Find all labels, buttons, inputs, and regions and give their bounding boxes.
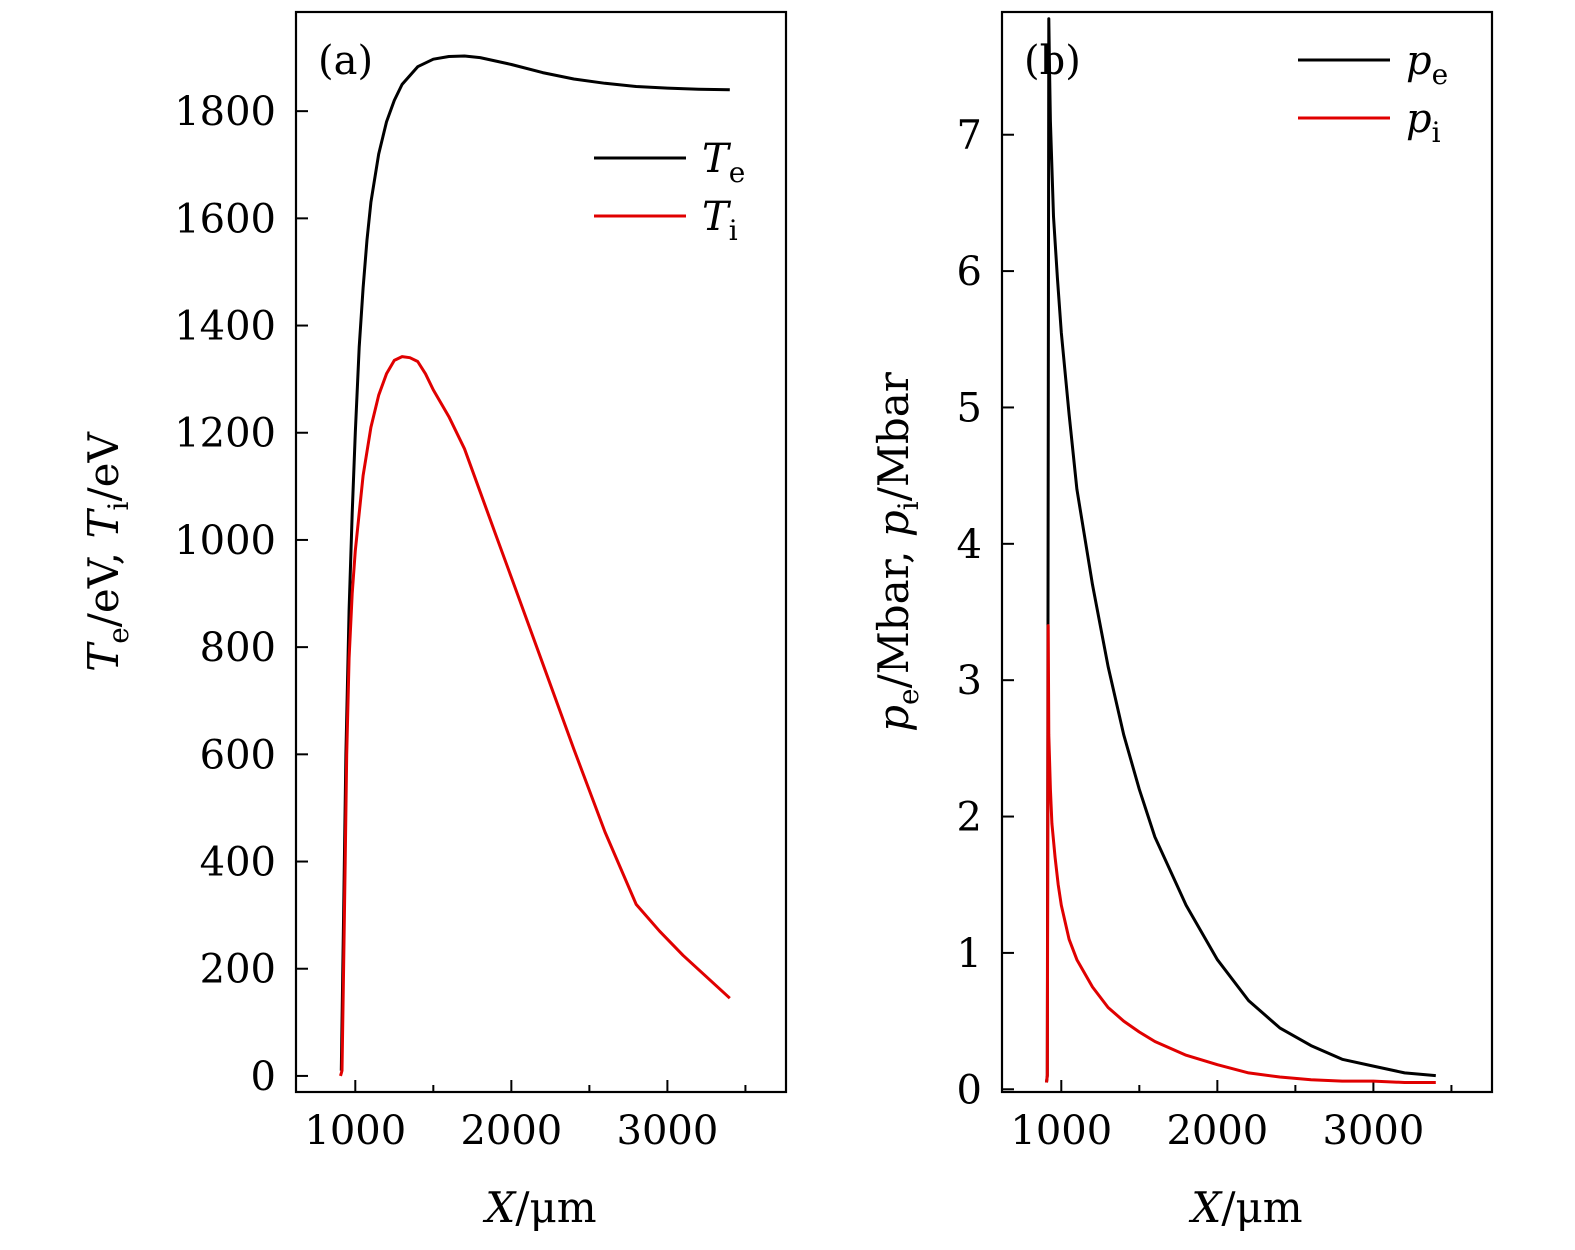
x-tick-label: 3000 xyxy=(1323,1108,1425,1154)
plot-frame xyxy=(1000,10,1494,1094)
x-tick-label: 3000 xyxy=(617,1108,719,1154)
y-tick-label: 4 xyxy=(957,522,982,568)
y-tick-label: 1 xyxy=(957,931,982,977)
y-tick-label: 1800 xyxy=(174,89,276,135)
y-tick-label: 1600 xyxy=(174,196,276,242)
x-tick-label: 1000 xyxy=(304,1108,406,1154)
y-tick-label: 0 xyxy=(251,1054,276,1100)
x-axis-label: X/μm xyxy=(482,1183,596,1232)
plot-frame xyxy=(294,10,788,1094)
legend-entry: Te xyxy=(702,136,745,189)
y-tick-label: 800 xyxy=(200,625,276,671)
x-tick-label: 2000 xyxy=(460,1108,562,1154)
series-line-Ti xyxy=(339,355,731,1077)
x-tick-label: 1000 xyxy=(1010,1108,1112,1154)
y-tick-label: 6 xyxy=(957,249,982,295)
y-axis-label: pe/Mbar, pi/Mbar xyxy=(869,371,925,732)
x-tick-label: 2000 xyxy=(1166,1108,1268,1154)
y-tick-label: 1400 xyxy=(174,304,276,350)
y-tick-label: 1200 xyxy=(174,411,276,457)
y-tick-label: 400 xyxy=(200,840,276,886)
chart-panel-a: 1000 2000 3000 0 200 400 600 800 1000 1200 1400 160… xyxy=(79,10,788,1232)
y-tick-label: 1000 xyxy=(174,518,276,564)
panel-label: (b) xyxy=(1024,38,1081,84)
series-line-pe xyxy=(1045,17,1436,1083)
y-tick-label: 7 xyxy=(957,113,982,159)
panel-label: (a) xyxy=(318,38,373,84)
series-line-pi xyxy=(1045,624,1436,1084)
y-tick-label: 2 xyxy=(957,795,982,841)
y-tick-label: 600 xyxy=(200,732,276,778)
series-line-Te xyxy=(339,54,730,1071)
legend-entry: pi xyxy=(1406,96,1441,149)
y-tick-label: 5 xyxy=(957,385,982,431)
y-tick-label: 200 xyxy=(200,947,276,993)
x-axis-label: X/μm xyxy=(1188,1183,1302,1232)
legend-entry: pe xyxy=(1406,38,1448,91)
y-axis-label: Te/eV, Ti/eV xyxy=(79,432,135,672)
y-tick-label: 0 xyxy=(957,1067,982,1113)
y-tick-label: 3 xyxy=(957,658,982,704)
legend-entry: Ti xyxy=(702,194,738,247)
